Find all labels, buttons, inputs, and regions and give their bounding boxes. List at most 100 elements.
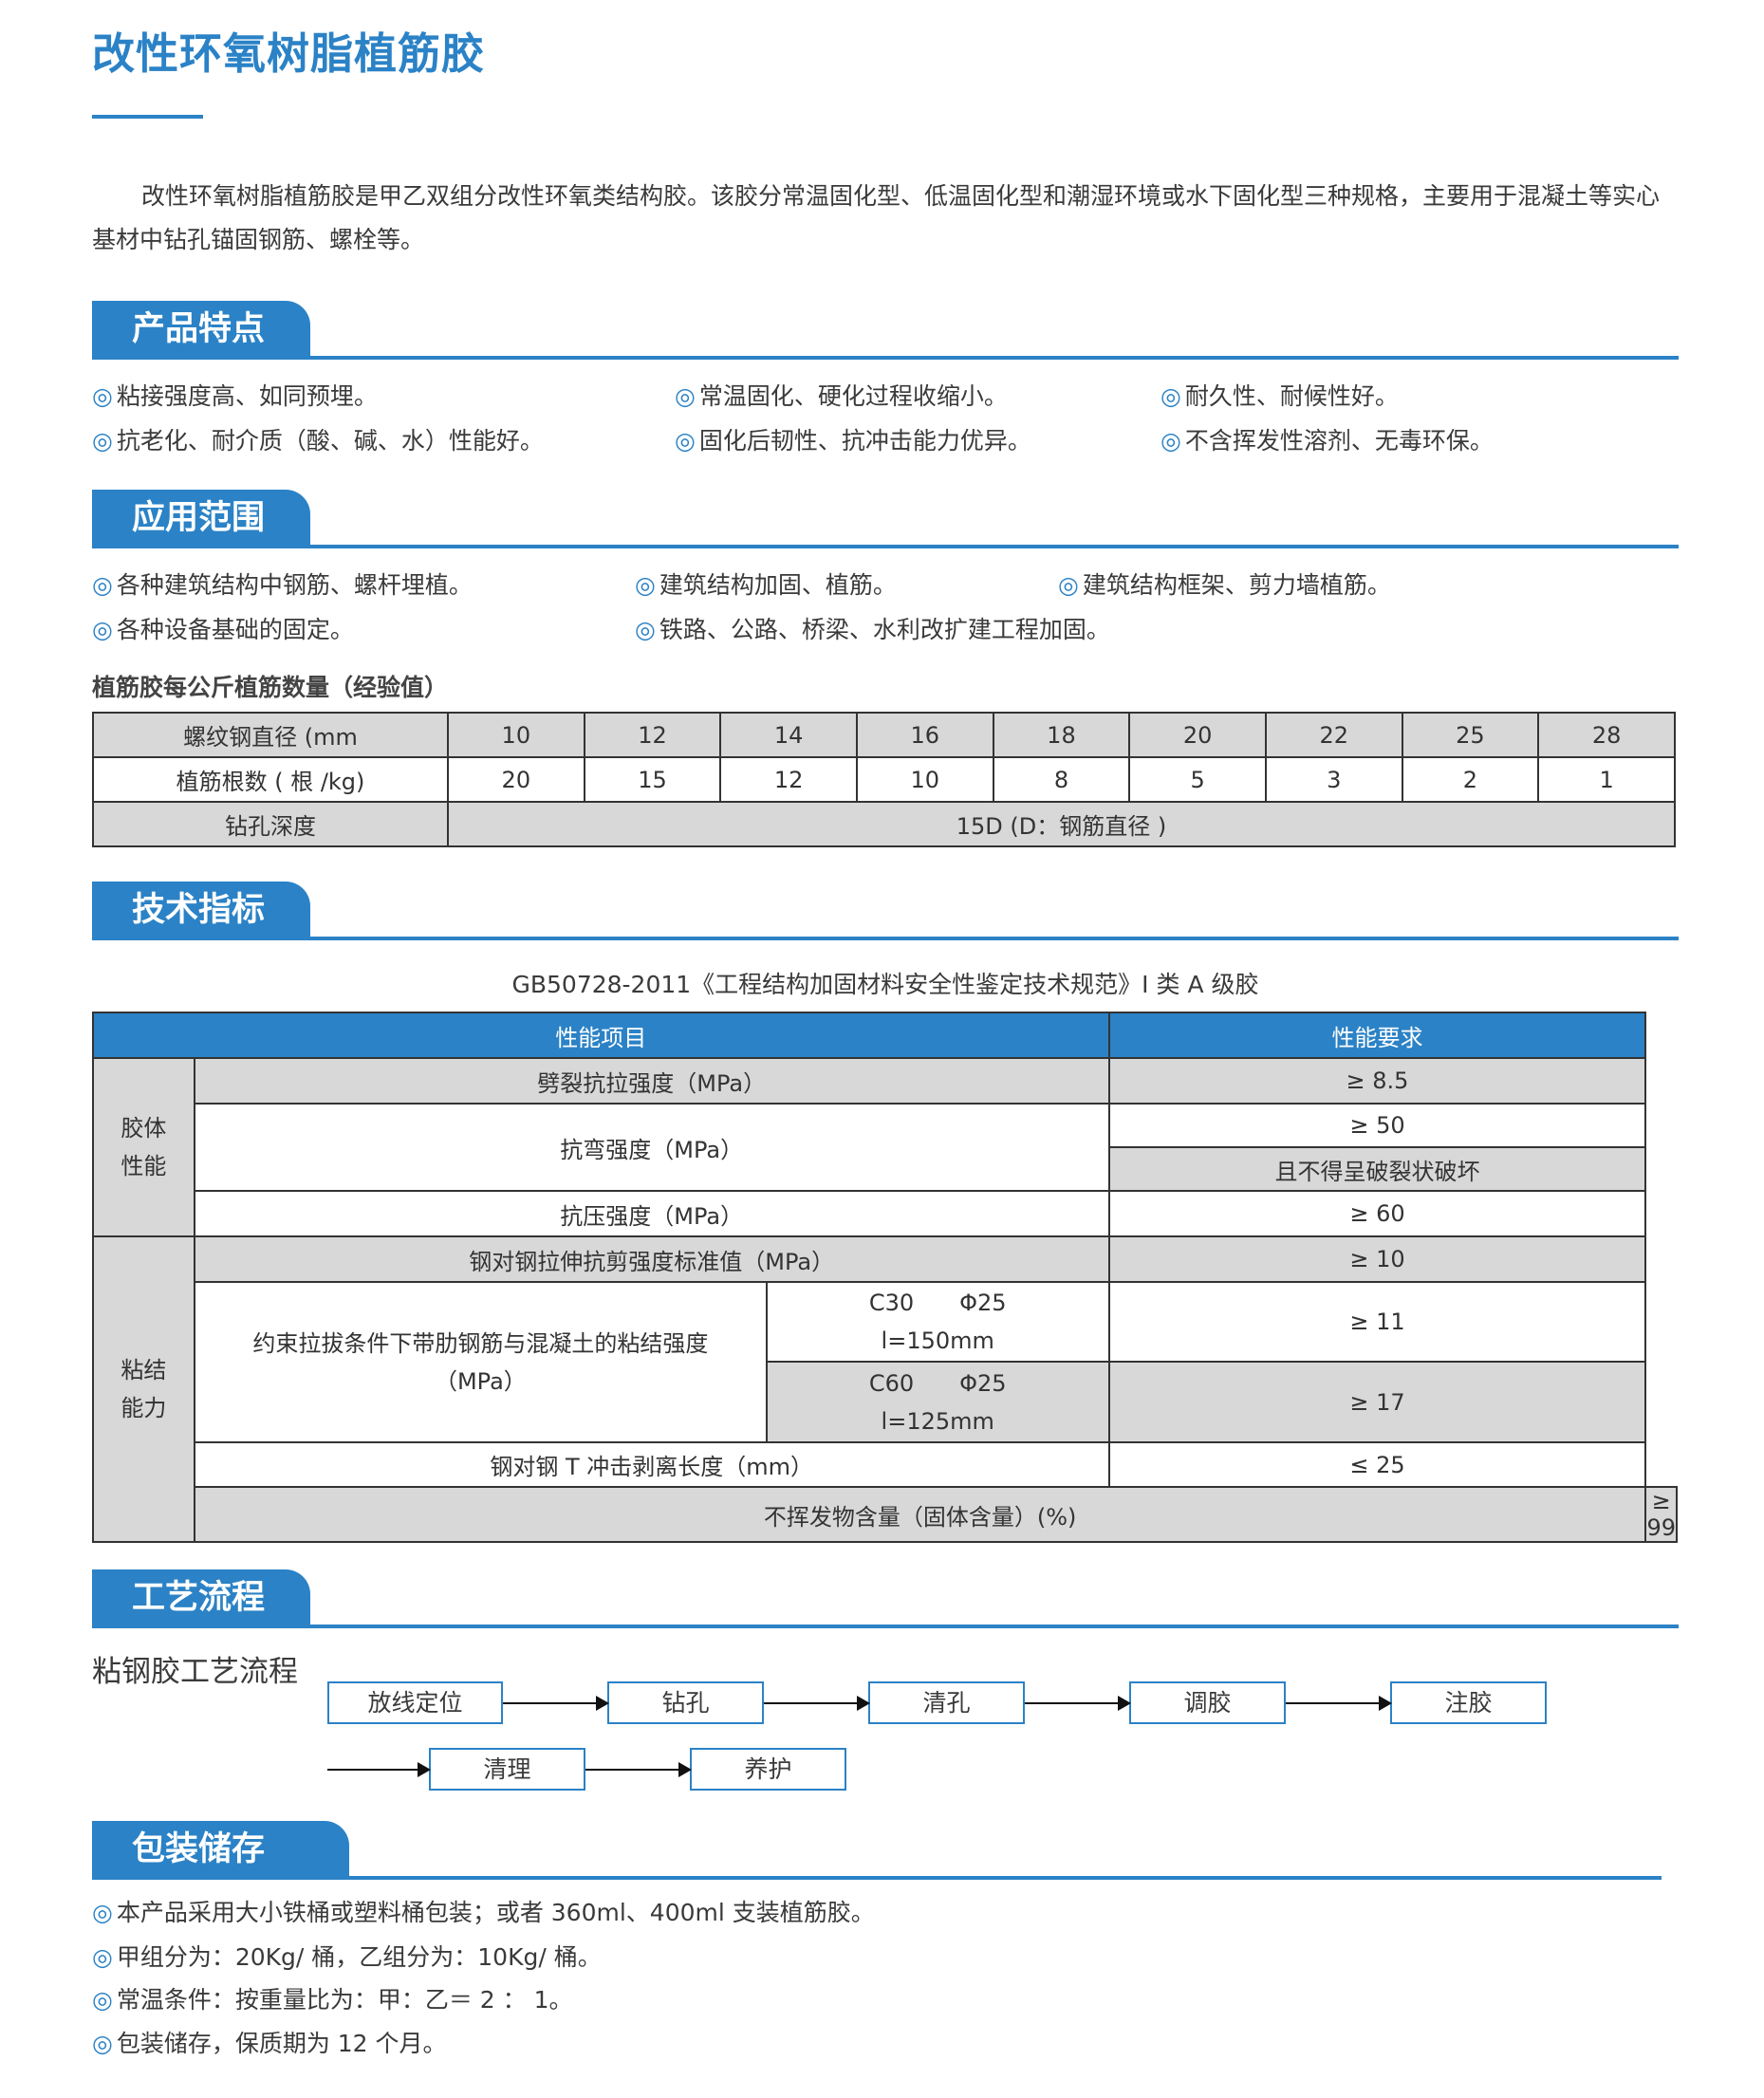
rebar-diameter-cell: 22 (1264, 712, 1403, 758)
item-text: 本产品采用大小铁桶或塑料桶包装；或者 360ml、400ml 支装植筋胶。 (116, 1899, 875, 1926)
rebar-diameter-cell: 20 (1128, 712, 1267, 758)
bullet-icon: ◎ (1161, 382, 1181, 410)
process-subtitle: 粘钢胶工艺流程 (92, 1655, 298, 1689)
bullet-icon: ◎ (1161, 427, 1181, 455)
spec-value: 且不得呈破裂状破坏 (1107, 1146, 1647, 1192)
section-tech-header: 技术指标 (92, 882, 1679, 940)
rebar-diameter-cell: 25 (1401, 712, 1540, 758)
spec-value: ≥ 17 (1107, 1361, 1647, 1443)
arrow-right-icon (327, 1762, 431, 1777)
section-rule (92, 937, 1679, 940)
item-text: 粘接强度高、如同预埋。 (116, 382, 378, 410)
spec-name: 约束拉拔条件下带肋钢筋与混凝土的粘结强度（MPa） (193, 1281, 768, 1443)
rebar-diameter-cell: 14 (719, 712, 858, 758)
section-features-header: 产品特点 (92, 301, 1679, 360)
spec-value: ≥ 50 (1107, 1103, 1647, 1148)
tech-spec-table: 性能项目 性能要求 胶体 性能 劈裂抗拉强度（MPa） ≥ 8.5 抗弯强度（MPa）… (92, 1012, 1678, 1543)
section-rule (92, 356, 1679, 360)
spec-name: 抗压强度（MPa） (193, 1190, 1110, 1237)
drill-depth: 15D (D：钢筋直径 ) (447, 801, 1676, 847)
spec-name: 抗弯强度（MPa） (193, 1103, 1110, 1192)
item-text: 甲组分为：20Kg/ 桶，乙组分为：10Kg/ 桶。 (116, 1943, 602, 1971)
arrow-right-icon (764, 1696, 870, 1711)
spec-name: 不挥发物含量（固体含量）(%) (193, 1486, 1647, 1543)
process-step: 调胶 (1129, 1681, 1286, 1724)
section-process-header: 工艺流程 (92, 1569, 1679, 1628)
rebar-diameter-cell: 10 (447, 712, 585, 758)
bullet-icon: ◎ (92, 1943, 113, 1971)
rebar-table: 螺纹钢直径 (mm 10 12 14 16 18 20 22 25 28 植筋根数 ( 根 /kg… (92, 712, 1676, 847)
application-item: ◎ 建筑结构加固、植筋。 (635, 566, 897, 601)
item-text: 包装储存，保质期为 12 个月。 (116, 2030, 447, 2057)
item-text: 铁路、公路、桥梁、水利改扩建工程加固。 (659, 616, 1110, 643)
bullet-icon: ◎ (675, 427, 696, 455)
bullet-icon: ◎ (675, 382, 696, 410)
rebar-count-cell: 1 (1537, 756, 1676, 803)
bullet-icon: ◎ (92, 382, 113, 410)
packaging-item: ◎ 常温条件：按重量比为：甲：乙＝ 2 ： 1。 (92, 1981, 572, 2015)
spec-value: ≥ 11 (1107, 1281, 1647, 1363)
header-requirement: 性能要求 (1107, 1012, 1647, 1059)
spec-condition: C30 Φ25 l=150mm (765, 1281, 1110, 1363)
bullet-icon: ◎ (92, 616, 113, 643)
intro-paragraph: 改性环氧树脂植筋胶是甲乙双组分改性环氧类结构胶。该胶分常温固化型、低温固化型和潮… (92, 182, 1661, 253)
bullet-icon: ◎ (92, 2030, 113, 2057)
rebar-diameter-cell: 28 (1537, 712, 1676, 758)
section-rule (92, 545, 1679, 548)
item-text: 耐久性、耐候性好。 (1184, 382, 1399, 410)
spec-name: 劈裂抗拉强度（MPa） (193, 1057, 1110, 1105)
process-step: 放线定位 (327, 1681, 503, 1724)
spec-value: ≥ 60 (1107, 1190, 1647, 1237)
feature-item: ◎ 不含挥发性溶剂、无毒环保。 (1161, 422, 1494, 456)
rebar-count-cell: 15 (583, 756, 722, 803)
process-step: 养护 (690, 1748, 846, 1791)
title-underline (92, 115, 203, 119)
rebar-table-caption: 植筋胶每公斤植筋数量（经验值） (92, 674, 449, 701)
spec-name: 钢对钢拉伸抗剪强度标准值（MPa） (193, 1235, 1110, 1283)
spec-value: ≥ 99 (1644, 1486, 1678, 1543)
item-text: 抗老化、耐介质（酸、碱、水）性能好。 (116, 427, 544, 455)
feature-item: ◎ 抗老化、耐介质（酸、碱、水）性能好。 (92, 422, 544, 456)
arrow-right-icon (503, 1696, 609, 1711)
rebar-count-cell: 20 (447, 756, 585, 803)
standard-caption: GB50728-2011《工程结构加固材料安全性鉴定技术规范》I 类 A 级胶 (511, 971, 1259, 998)
bullet-icon: ◎ (92, 571, 113, 599)
process-step: 注胶 (1390, 1681, 1547, 1724)
rebar-count-cell: 10 (855, 756, 994, 803)
spec-name: 钢对钢 T 冲击剥离长度（mm） (193, 1441, 1110, 1488)
item-text: 建筑结构框架、剪力墙植筋。 (1082, 571, 1391, 599)
process-step: 清理 (429, 1748, 585, 1791)
feature-item: ◎ 耐久性、耐候性好。 (1161, 378, 1399, 412)
feature-item: ◎ 常温固化、硬化过程收缩小。 (675, 378, 1008, 412)
application-item: ◎ 建筑结构框架、剪力墙植筋。 (1058, 566, 1391, 601)
section-tab: 应用范围 (92, 490, 310, 547)
packaging-item: ◎ 包装储存，保质期为 12 个月。 (92, 2025, 447, 2059)
bullet-icon: ◎ (635, 571, 656, 599)
section-applications-header: 应用范围 (92, 490, 1679, 548)
spec-value: ≤ 25 (1107, 1441, 1647, 1488)
application-item: ◎ 各种建筑结构中钢筋、螺杆埋植。 (92, 566, 473, 601)
application-item: ◎ 铁路、公路、桥梁、水利改扩建工程加固。 (635, 611, 1110, 645)
item-text: 各种设备基础的固定。 (116, 616, 354, 643)
row-label: 植筋根数 ( 根 /kg) (92, 756, 449, 803)
bullet-icon: ◎ (92, 427, 113, 455)
rebar-count-cell: 12 (719, 756, 858, 803)
spec-condition: C60 Φ25 l=125mm (765, 1361, 1110, 1443)
feature-item: ◎ 粘接强度高、如同预埋。 (92, 378, 378, 412)
item-text: 常温条件：按重量比为：甲：乙＝ 2 ： 1。 (116, 1986, 573, 2014)
item-text: 固化后韧性、抗冲击能力优异。 (698, 427, 1031, 455)
group-label: 胶体 性能 (92, 1057, 195, 1237)
section-tab: 工艺流程 (92, 1569, 310, 1626)
arrow-right-icon (585, 1762, 692, 1777)
row-label: 钻孔深度 (92, 801, 449, 847)
spec-value: ≥ 8.5 (1107, 1057, 1647, 1105)
process-step: 钻孔 (607, 1681, 764, 1724)
arrow-right-icon (1025, 1696, 1131, 1711)
packaging-item: ◎ 本产品采用大小铁桶或塑料桶包装；或者 360ml、400ml 支装植筋胶。 (92, 1894, 875, 1928)
section-packaging-header: 包装储存 (92, 1821, 1662, 1880)
section-tab: 技术指标 (92, 882, 310, 938)
rebar-count-cell: 8 (992, 756, 1131, 803)
bullet-icon: ◎ (1058, 571, 1079, 599)
page-title: 改性环氧树脂植筋胶 (92, 28, 486, 79)
rebar-diameter-cell: 18 (992, 712, 1131, 758)
